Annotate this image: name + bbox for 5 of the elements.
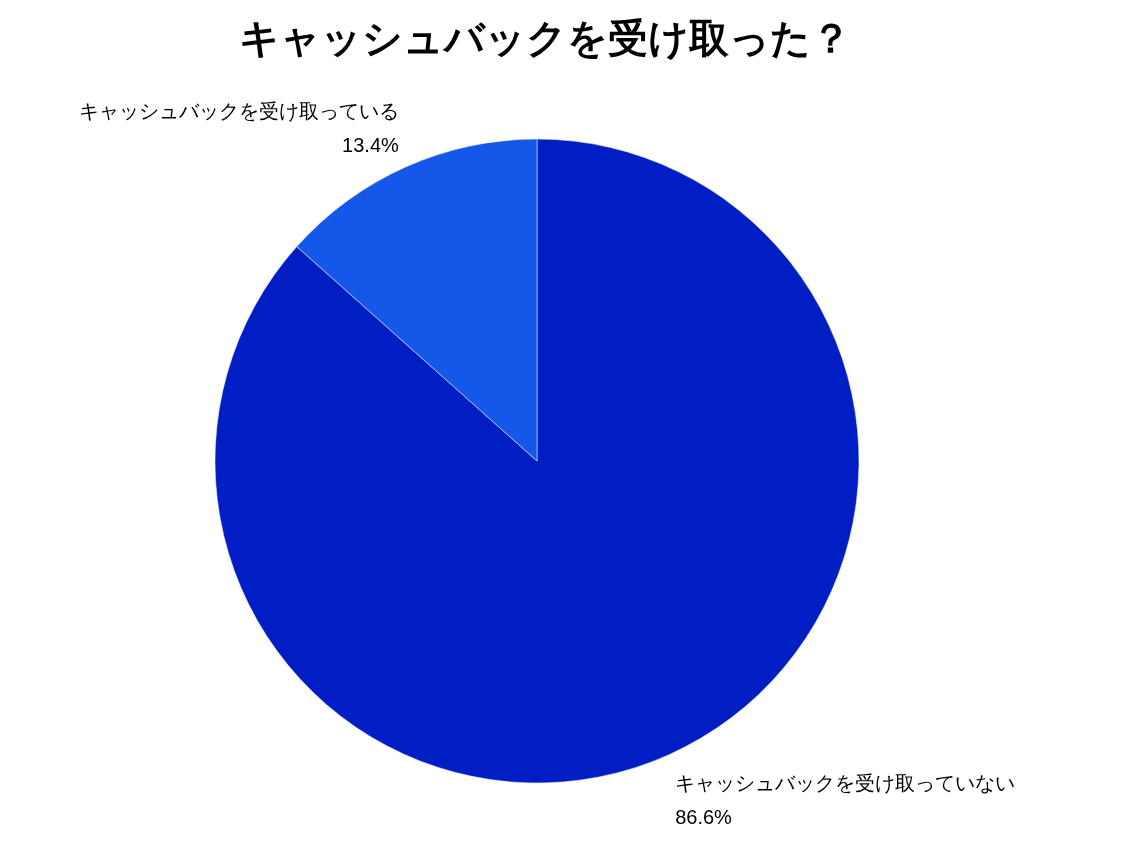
slice-label: キャッシュバックを受け取っている — [78, 100, 399, 123]
slice-label: キャッシュバックを受け取っていない — [675, 771, 1016, 794]
data-label: 86.6% — [675, 805, 733, 828]
data-label: 13.4% — [342, 134, 400, 157]
chart-title: キャッシュバックを受け取った？ — [239, 16, 851, 61]
